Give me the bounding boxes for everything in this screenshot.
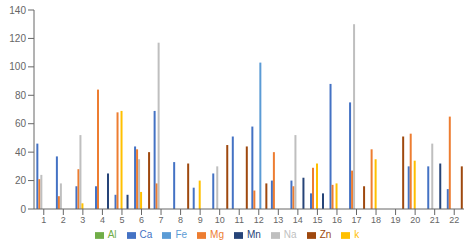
svg-text:15: 15 (312, 215, 322, 225)
html-text:Na: Na (283, 229, 297, 240)
html-text:Al: Al (107, 229, 117, 240)
html-text:Zn: Zn (319, 229, 332, 240)
svg-text:18: 18 (371, 215, 381, 225)
svg-text:14: 14 (293, 215, 303, 225)
svg-text:80: 80 (15, 90, 27, 101)
svg-text:12: 12 (254, 215, 264, 225)
svg-text:140: 140 (9, 5, 26, 16)
svg-text:5: 5 (119, 215, 124, 225)
svg-text:17: 17 (351, 215, 361, 225)
svg-text:13: 13 (273, 215, 283, 225)
svg-text:9: 9 (198, 215, 203, 225)
svg-text:120: 120 (9, 33, 26, 44)
svg-text:8: 8 (178, 215, 183, 225)
svg-text:100: 100 (9, 61, 26, 72)
html-text:Fe: Fe (175, 229, 187, 240)
svg-text:16: 16 (332, 215, 342, 225)
svg-text:60: 60 (15, 118, 27, 129)
svg-text:7: 7 (159, 215, 164, 225)
html-text:Ca: Ca (139, 229, 153, 240)
svg-text:4: 4 (100, 215, 105, 225)
svg-text:20: 20 (15, 175, 27, 186)
html-text:Mg: Mg (210, 229, 224, 240)
svg-text:0: 0 (20, 204, 26, 215)
svg-text:21: 21 (430, 215, 440, 225)
svg-text:20: 20 (410, 215, 420, 225)
svg-text:40: 40 (15, 147, 27, 158)
html-text:Mn: Mn (247, 229, 261, 240)
svg-text:22: 22 (449, 215, 459, 225)
svg-text:19: 19 (391, 215, 401, 225)
svg-text:1: 1 (41, 215, 46, 225)
svg-text:11: 11 (235, 215, 244, 225)
html-text:k: k (354, 229, 360, 240)
svg-text:10: 10 (215, 215, 225, 225)
svg-text:2: 2 (61, 215, 66, 225)
svg-text:6: 6 (139, 215, 144, 225)
svg-text:3: 3 (80, 215, 85, 225)
